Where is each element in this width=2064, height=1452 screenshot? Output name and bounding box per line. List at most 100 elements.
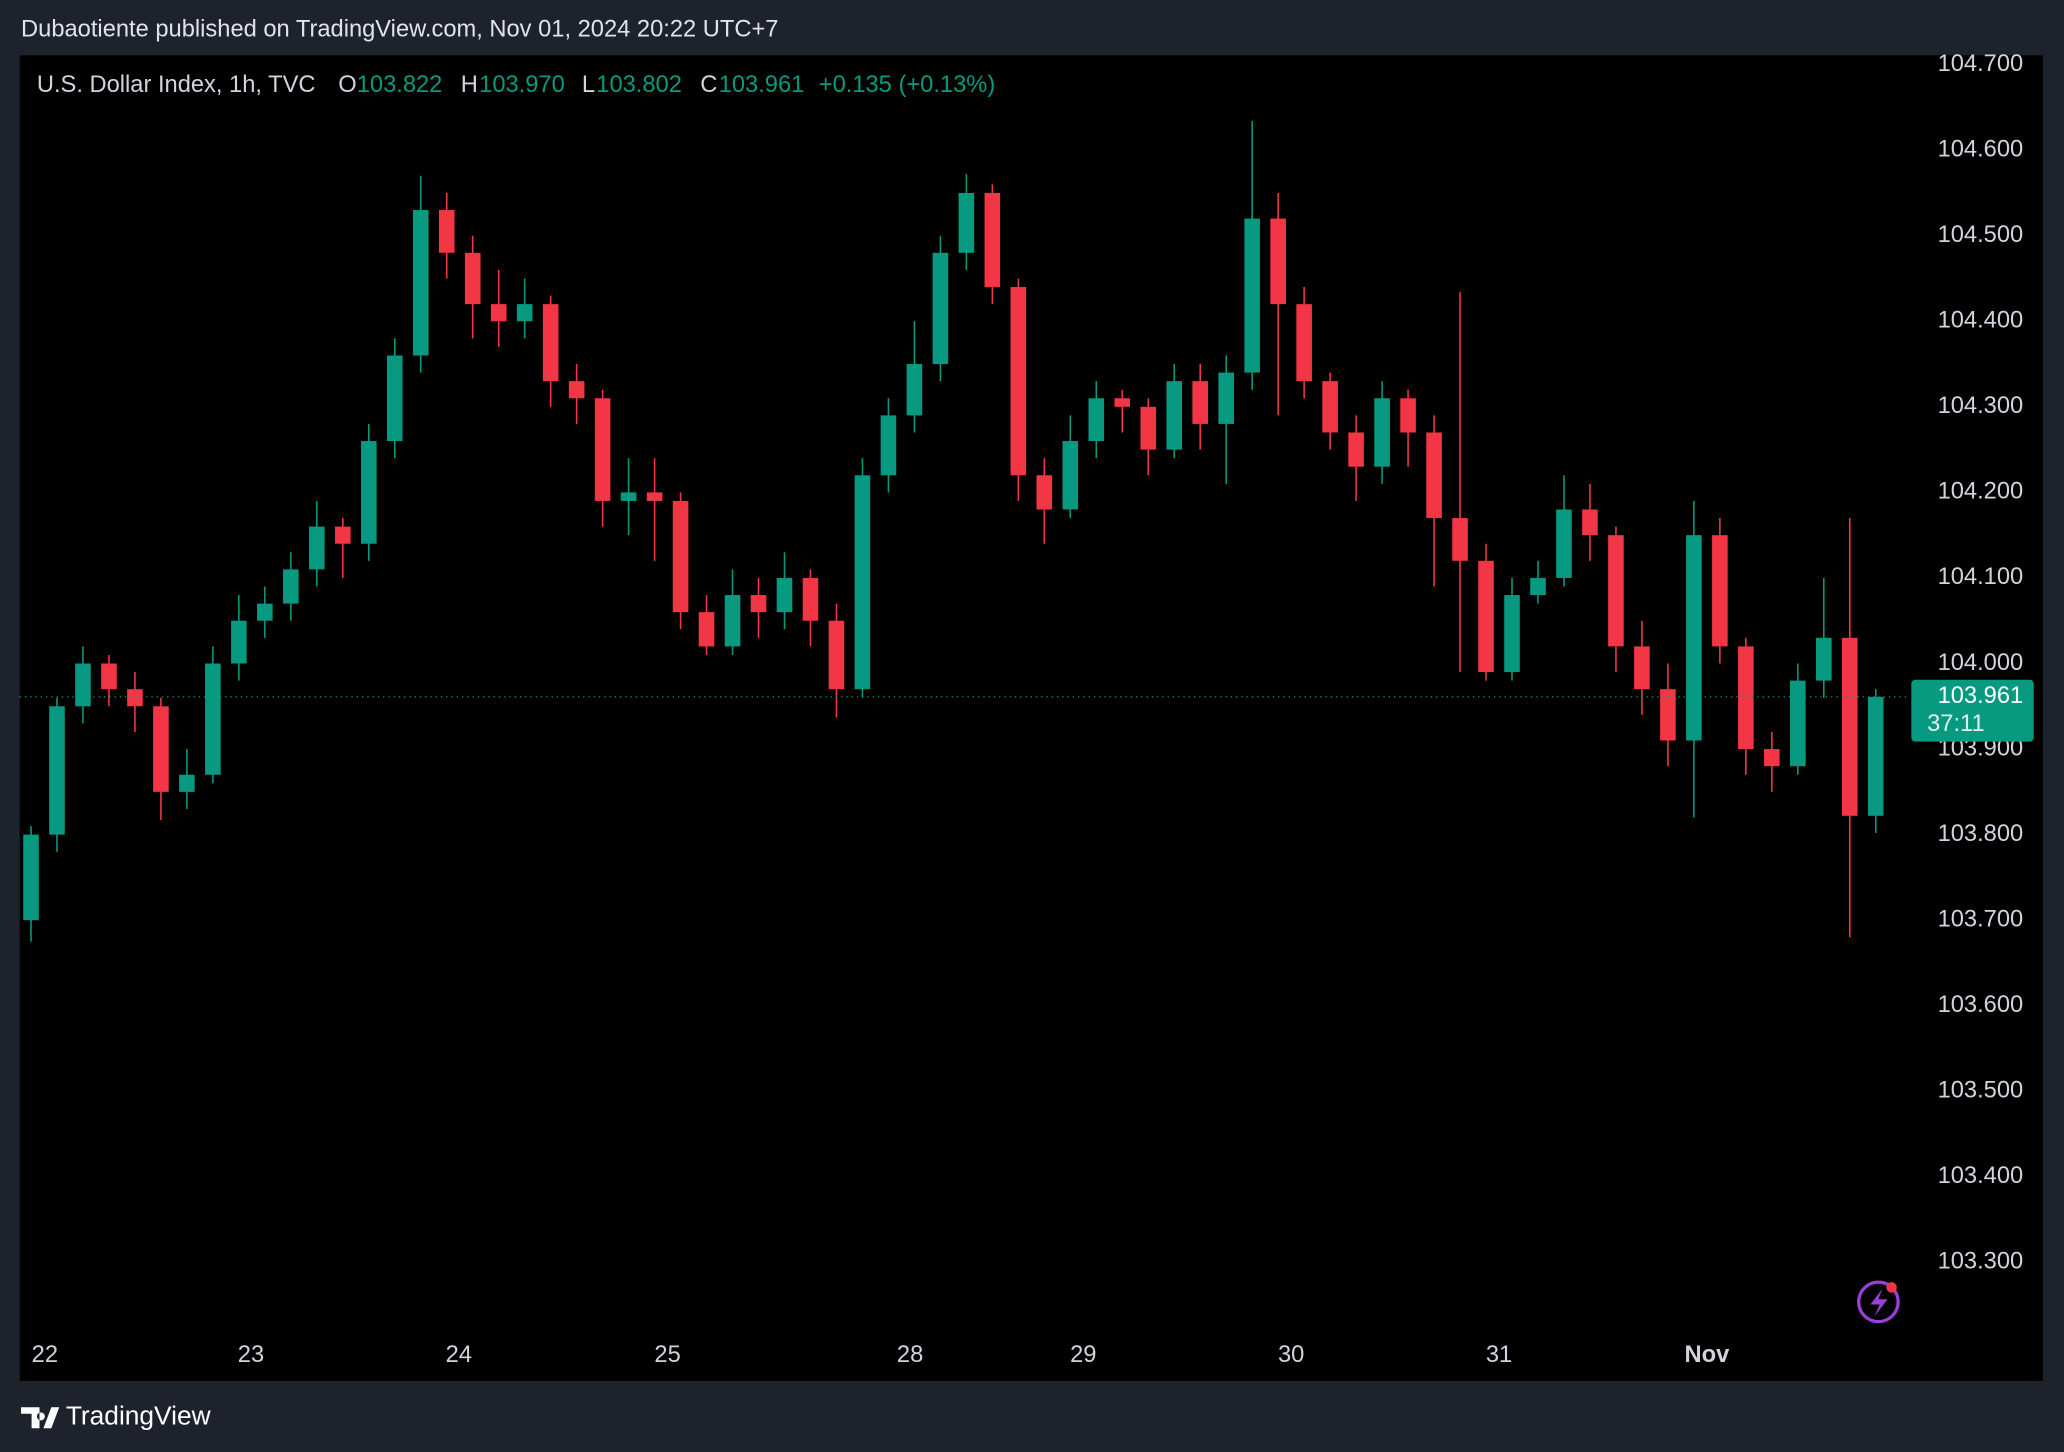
published-line: Dubaotiente published on TradingView.com… [21, 17, 778, 43]
candle-body [1036, 475, 1053, 510]
x-tick-label: 24 [446, 1342, 472, 1368]
y-tick-label: 104.500 [1938, 222, 2024, 248]
candle-body [828, 620, 845, 690]
candle-body [568, 381, 585, 399]
legend-value: 103.970 [479, 72, 565, 98]
candle-body [1166, 381, 1183, 450]
candle-body [257, 603, 273, 621]
logo [21, 1407, 60, 1429]
candle-body [984, 192, 1001, 288]
candle-body [231, 620, 247, 664]
candle-body [1140, 406, 1157, 450]
candle-body [127, 689, 143, 707]
candle-body [1582, 509, 1598, 536]
icon-dot [1886, 1282, 1897, 1293]
y-tick-label: 103.300 [1938, 1249, 2024, 1275]
candle-body [438, 210, 455, 253]
candle-body [75, 663, 91, 707]
y-tick-label: 104.600 [1938, 136, 2024, 162]
candle-body [620, 492, 637, 501]
legend-value: 103.961 [719, 72, 805, 98]
legend-key: H [461, 72, 478, 98]
x-tick-label: 25 [654, 1342, 680, 1368]
y-tick-label: 103.700 [1938, 906, 2024, 932]
candle-body [205, 663, 221, 775]
candle-body [23, 834, 39, 921]
candle-body [1608, 535, 1624, 647]
candle-body [1114, 398, 1131, 407]
candle-body [672, 500, 689, 613]
candle-body [1816, 637, 1832, 681]
brand: TradingView [66, 1401, 212, 1431]
candle-body [309, 526, 325, 570]
legend-key: O [338, 72, 356, 98]
candle-body [1062, 441, 1079, 510]
price-tag [1911, 679, 2034, 742]
y-tick-label: 103.600 [1938, 992, 2024, 1018]
candle-body [802, 577, 819, 621]
chart-pane [19, 55, 2043, 1381]
candle-body [1088, 398, 1105, 442]
candle-body [1010, 287, 1027, 476]
candle-body [1400, 398, 1416, 433]
candle-body [412, 210, 429, 356]
icon-bolt [1870, 1288, 1888, 1317]
candle-body [1530, 577, 1546, 596]
candle-body [1867, 696, 1884, 816]
logo-mark [21, 1407, 60, 1429]
candle-body [906, 364, 923, 416]
candle-body [1452, 518, 1468, 561]
candle-body [1634, 646, 1650, 690]
candle-body [776, 577, 793, 613]
y-tick-label: 103.400 [1938, 1163, 2024, 1189]
alert-icon[interactable] [1857, 1280, 1900, 1324]
candle-body [179, 774, 195, 792]
y-tick-label: 104.400 [1938, 308, 2024, 334]
legend-key: L [582, 72, 595, 98]
y-tick-label: 104.700 [1938, 51, 2024, 77]
symbol: U.S. Dollar Index, 1h, TVC [37, 72, 316, 98]
candle-body [1738, 646, 1754, 750]
candle-body [724, 595, 741, 647]
x-tick-label: 23 [238, 1342, 264, 1368]
candle-body [958, 192, 975, 253]
y-tick-label: 104.100 [1938, 564, 2024, 590]
candle-body [283, 569, 299, 604]
candle-body [1374, 398, 1390, 467]
candle-body [1218, 372, 1234, 424]
x-tick-label: Nov [1685, 1342, 1731, 1368]
candle-body [1686, 535, 1702, 741]
candle-body [360, 441, 377, 544]
candle-body [1426, 432, 1442, 519]
candle-body [49, 706, 65, 835]
candle-body [386, 355, 403, 442]
candle-body [750, 595, 767, 613]
candle-body [1192, 381, 1209, 424]
candle-body [101, 663, 117, 690]
candle-body [1764, 749, 1780, 767]
legend-value: 103.822 [357, 72, 443, 98]
y-tick-label: 103.800 [1938, 821, 2024, 847]
icon-ring [1857, 1280, 1900, 1324]
candle-body [1841, 637, 1858, 816]
y-tick-label: 104.300 [1938, 393, 2024, 419]
candle-body [1348, 432, 1364, 467]
candle-body [464, 252, 481, 305]
x-tick-label: 29 [1070, 1342, 1096, 1368]
candle-body [880, 415, 897, 476]
candle-body [334, 526, 351, 544]
candle-body [1270, 218, 1286, 305]
candle-body [490, 304, 507, 322]
candle-body [1790, 680, 1806, 767]
x-tick-label: 22 [32, 1342, 58, 1368]
plot [19, 121, 1909, 942]
candle-body [542, 304, 559, 382]
countdown: 37:11 [1927, 711, 1985, 737]
candle-body [1296, 304, 1312, 382]
candle-body [1322, 381, 1338, 433]
candle-body [698, 612, 715, 647]
legend-change: +0.135 (+0.13%) [819, 72, 995, 98]
candle-body [1504, 595, 1520, 673]
